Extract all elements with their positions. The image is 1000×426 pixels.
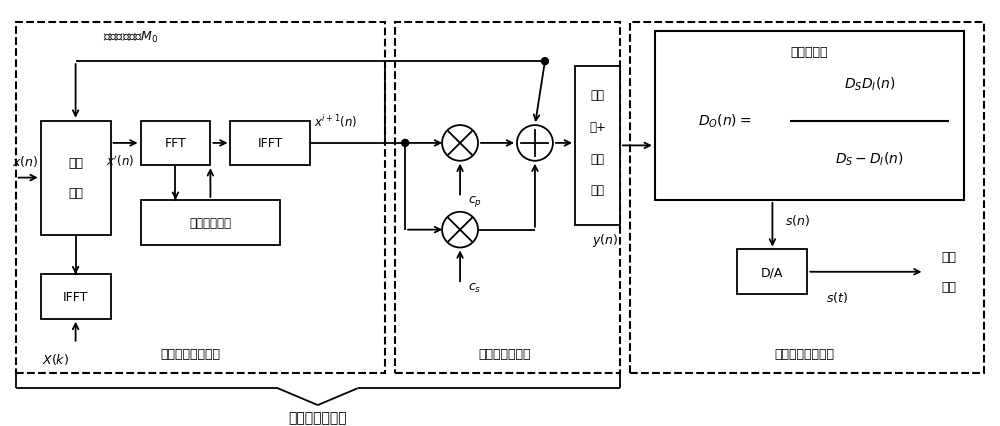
Text: $c_s$: $c_s$: [468, 281, 482, 294]
Text: 加窗: 加窗: [590, 152, 604, 165]
Text: $D_SD_I(n)$: $D_SD_I(n)$: [844, 75, 895, 92]
Text: $x'(n)$: $x'(n)$: [106, 153, 135, 169]
Bar: [630, 23, 984, 374]
Bar: [140, 201, 280, 245]
Bar: [395, 23, 620, 374]
Text: $X(k)$: $X(k)$: [42, 351, 69, 366]
Text: 限幅: 限幅: [68, 187, 83, 199]
Text: 上采: 上采: [590, 89, 604, 102]
Text: 时域: 时域: [68, 157, 83, 170]
Bar: [737, 250, 807, 294]
Text: 样+: 样+: [589, 121, 606, 134]
Text: 过采样预失真单元: 过采样预失真单元: [775, 347, 835, 360]
Bar: [16, 23, 385, 374]
Bar: [655, 32, 964, 201]
Text: 一倍采样预失真: 一倍采样预失真: [288, 410, 347, 424]
Text: 固态: 固态: [942, 251, 957, 264]
Text: IFFT: IFFT: [258, 137, 283, 150]
Text: 虚子载波滤波: 虚子载波滤波: [189, 216, 231, 229]
Bar: [575, 67, 620, 225]
Text: $D_O(n)=$: $D_O(n)=$: [698, 112, 751, 130]
Bar: [41, 275, 111, 319]
Circle shape: [541, 58, 548, 66]
Text: 最大迭代次数$M_0$: 最大迭代次数$M_0$: [103, 30, 158, 45]
Bar: [41, 121, 111, 235]
Text: D/A: D/A: [761, 266, 784, 279]
Text: IFFT: IFFT: [63, 291, 88, 303]
Text: 升余弦滤波单元: 升余弦滤波单元: [479, 347, 531, 360]
Text: $c_p$: $c_p$: [468, 193, 482, 208]
Text: FFT: FFT: [165, 137, 186, 150]
Text: 功放: 功放: [942, 280, 957, 294]
Text: $y(n)$: $y(n)$: [592, 231, 618, 248]
Bar: [230, 121, 310, 166]
Text: $D_S-D_I(n)$: $D_S-D_I(n)$: [835, 150, 904, 167]
Circle shape: [402, 140, 409, 147]
Text: $s(t)$: $s(t)$: [826, 289, 848, 304]
Text: 非线性函数: 非线性函数: [791, 46, 828, 59]
Text: $s(n)$: $s(n)$: [785, 213, 810, 228]
Text: 迭代限幅滤波单元: 迭代限幅滤波单元: [160, 347, 220, 360]
Text: $x(n)$: $x(n)$: [12, 153, 39, 168]
Bar: [140, 121, 210, 166]
Text: $x^{i+1}(n)$: $x^{i+1}(n)$: [314, 113, 357, 130]
Text: 滤波: 滤波: [590, 184, 604, 197]
